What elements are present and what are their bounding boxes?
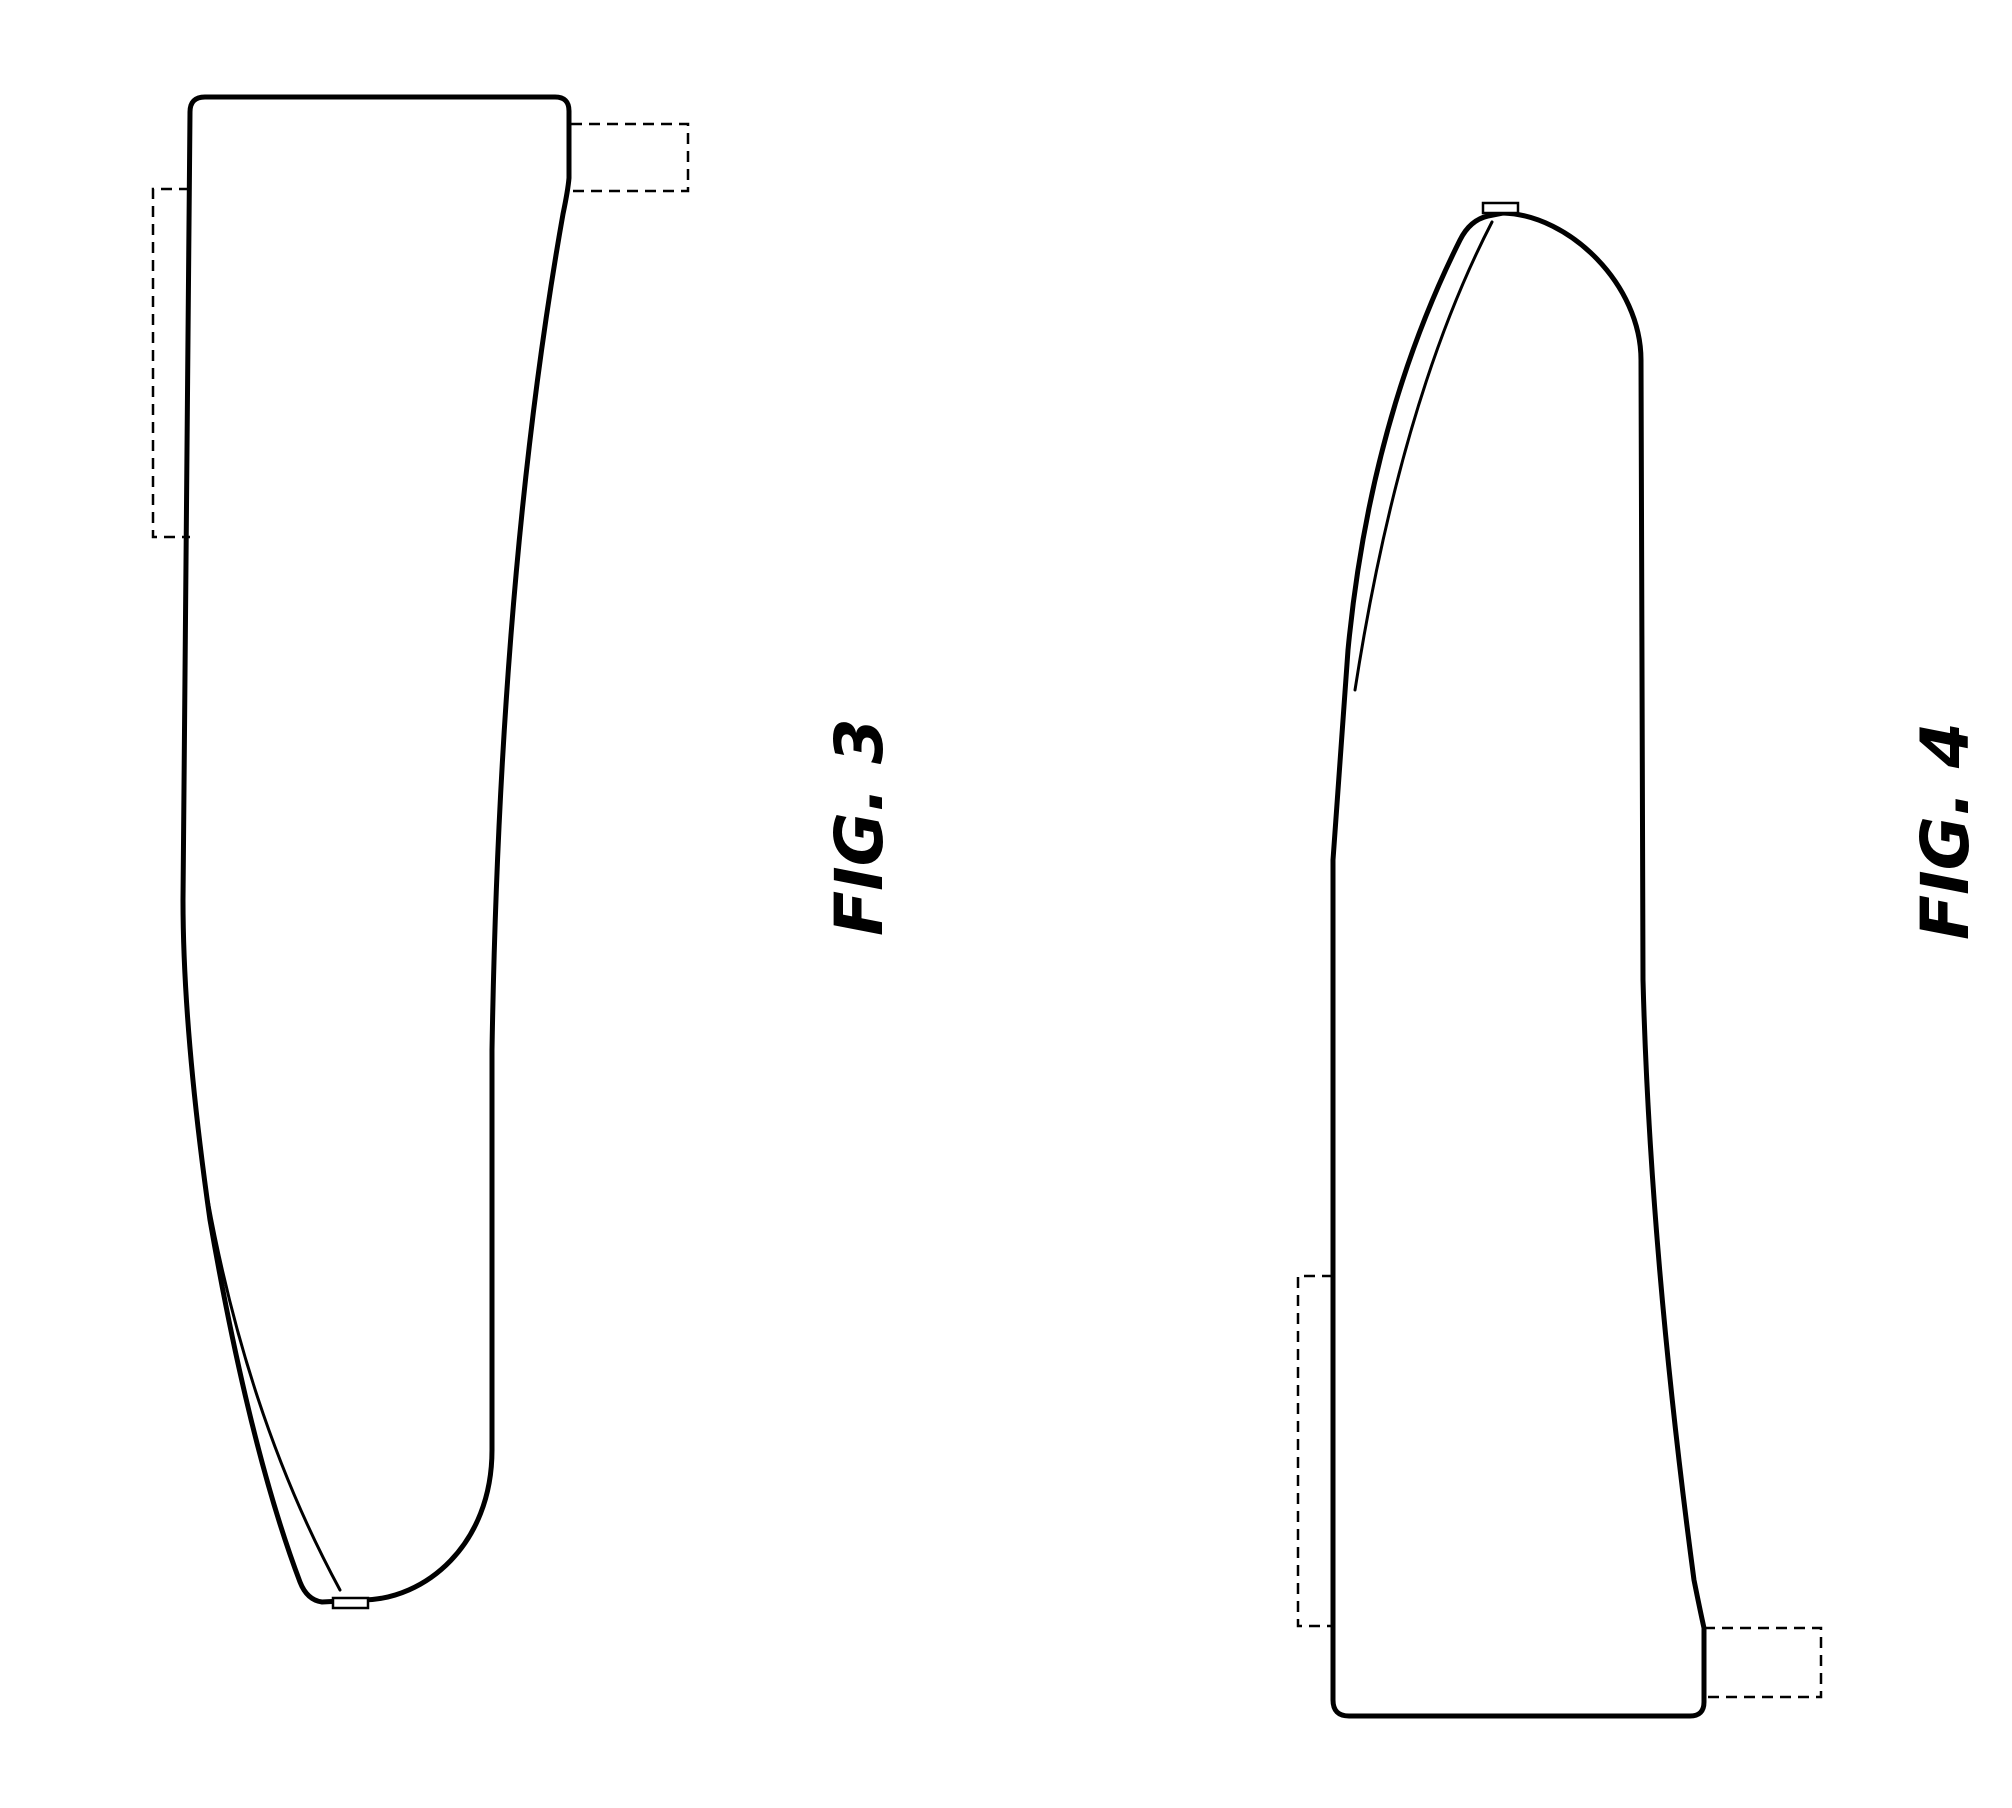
figure-3: FIG. 3 (153, 97, 898, 1608)
figure-4: FIG. 4 (1298, 203, 1984, 1716)
fig3-bottom-tab (333, 1598, 368, 1608)
fig4-body-outline (1333, 213, 1704, 1716)
fig3-dashed-lid (571, 124, 688, 191)
fig4-top-tab (1483, 203, 1518, 213)
fig3-label: FIG. 3 (821, 718, 898, 936)
fig4-dashed-lid (1704, 1628, 1821, 1697)
fig4-inner-contour (1355, 222, 1492, 690)
fig4-label: FIG. 4 (1907, 722, 1984, 940)
fig3-inner-contour (208, 1200, 340, 1590)
fig3-body-outline (183, 97, 569, 1602)
fig4-dashed-side (1298, 1276, 1333, 1626)
